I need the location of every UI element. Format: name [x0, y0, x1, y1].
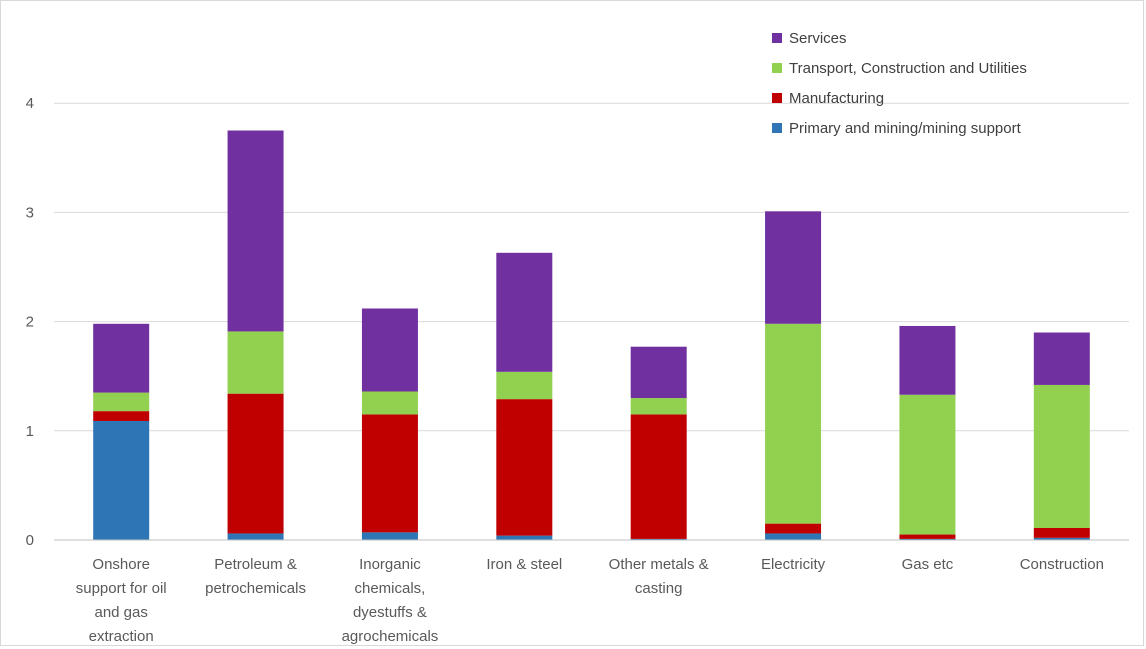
- x-tick-label: Onshore: [92, 556, 150, 573]
- x-tick-label: dyestuffs &: [353, 604, 427, 621]
- legend-label: Services: [789, 30, 847, 47]
- legend: Services Transport, Construction and Util…: [772, 30, 1027, 137]
- legend-label: Manufacturing: [789, 90, 884, 107]
- bar-segment: [630, 414, 687, 539]
- x-tick-label: Electricity: [761, 556, 826, 573]
- bar-segment: [899, 325, 956, 395]
- legend-swatch: [772, 123, 782, 133]
- bar-segment: [227, 393, 284, 534]
- bar-segment: [765, 323, 822, 524]
- bar-segment: [93, 420, 150, 540]
- bar-segment: [361, 532, 418, 540]
- bar-segment: [765, 523, 822, 534]
- bar-segment: [1033, 537, 1090, 540]
- bar-segment: [1033, 527, 1090, 538]
- legend-swatch: [772, 93, 782, 103]
- x-tick-label: agrochemicals: [342, 628, 439, 645]
- x-tick-label: Other metals &: [609, 556, 709, 573]
- x-axis-labels: Onshore support for oil and gas extraction P…: [76, 556, 1104, 645]
- bar-segment: [227, 331, 284, 394]
- bar-segment: [1033, 332, 1090, 385]
- bar-segment: [765, 211, 822, 324]
- legend-label: Transport, Construction and Utilities: [789, 60, 1027, 77]
- x-tick-label: casting: [635, 580, 683, 597]
- bar-segment: [496, 399, 553, 536]
- bars: [93, 130, 1090, 540]
- y-axis-ticks: 0 1 2 3 4: [26, 95, 34, 549]
- bar-segment: [361, 391, 418, 415]
- x-tick-label: chemicals,: [355, 580, 426, 597]
- legend-label: Primary and mining/mining support: [789, 120, 1022, 137]
- y-tick-label: 3: [26, 204, 34, 221]
- bar-segment: [361, 308, 418, 392]
- x-tick-label: Iron & steel: [486, 556, 562, 573]
- x-tick-label: extraction: [89, 628, 154, 645]
- x-tick-label: support for oil: [76, 580, 167, 597]
- bar-segment: [93, 392, 150, 412]
- x-tick-label: petrochemicals: [205, 580, 306, 597]
- x-tick-label: Construction: [1020, 556, 1104, 573]
- bar-segment: [630, 346, 687, 399]
- bar-segment: [630, 398, 687, 415]
- bar-segment: [496, 535, 553, 540]
- bar-segment: [899, 538, 956, 540]
- gridlines: [54, 102, 1129, 432]
- legend-swatch: [772, 33, 782, 43]
- bar-segment: [1033, 384, 1090, 528]
- bar-segment: [93, 323, 150, 393]
- bar-segment: [361, 414, 418, 533]
- bar-segment: [227, 130, 284, 332]
- y-tick-label: 4: [26, 95, 34, 112]
- y-tick-label: 2: [26, 314, 34, 331]
- x-tick-label: Inorganic: [359, 556, 421, 573]
- bar-segment: [899, 534, 956, 539]
- legend-swatch: [772, 63, 782, 73]
- bar-segment: [765, 533, 822, 540]
- bar-segment: [630, 538, 687, 540]
- y-tick-label: 1: [26, 423, 34, 440]
- bar-segment: [496, 252, 553, 372]
- bar-segment: [496, 371, 553, 400]
- bar-segment: [227, 533, 284, 540]
- x-tick-label: Gas etc: [902, 556, 954, 573]
- x-tick-label: and gas: [94, 604, 147, 621]
- bar-segment: [93, 411, 150, 421]
- bar-segment: [899, 394, 956, 535]
- y-tick-label: 0: [26, 532, 34, 549]
- x-tick-label: Petroleum &: [214, 556, 297, 573]
